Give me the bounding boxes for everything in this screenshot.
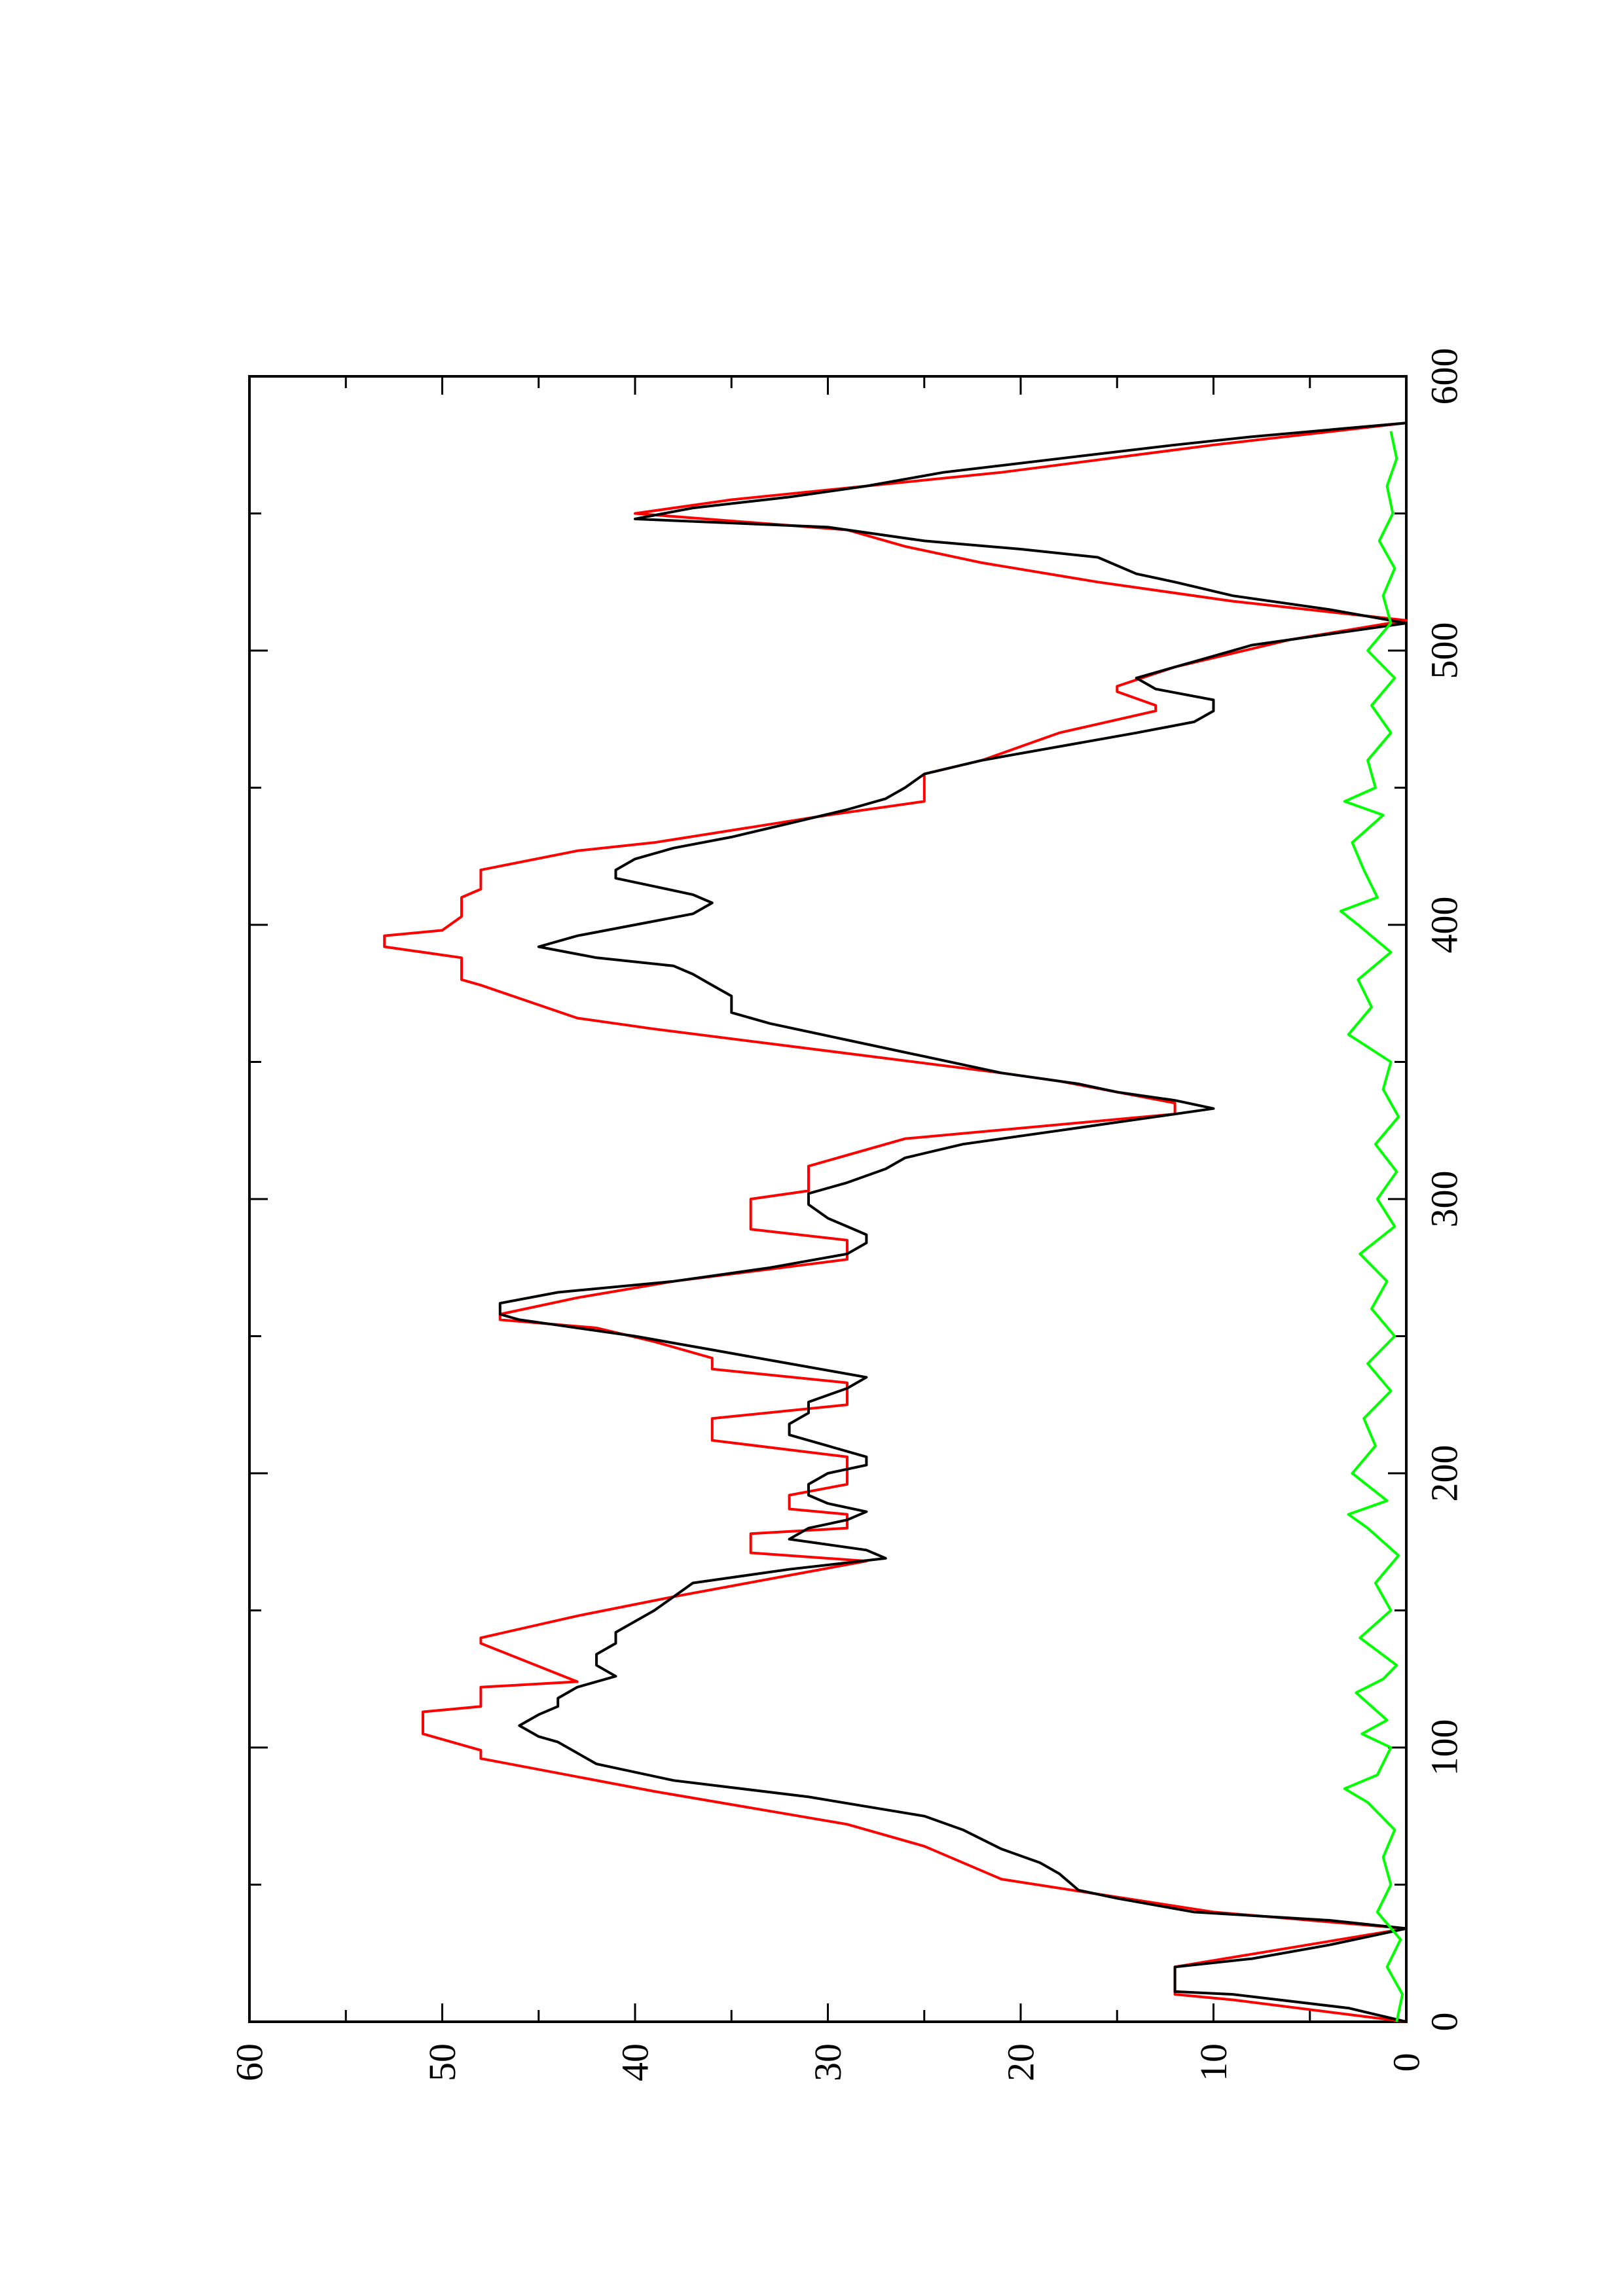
series-line-2 — [498, 422, 1408, 2023]
y-tick-label: 0 — [1385, 2053, 1428, 2072]
plot-frame — [248, 375, 1408, 2023]
x-tick-label: 600 — [1423, 348, 1466, 405]
y-tick-label: 10 — [1192, 2043, 1235, 2081]
series-line-3 — [1339, 431, 1404, 2022]
x-tick-label: 200 — [1423, 1445, 1466, 1502]
y-tick-label: 30 — [807, 2043, 849, 2081]
series-layer — [383, 422, 1408, 2023]
x-tick-label: 300 — [1423, 1171, 1466, 1228]
series-line-1 — [383, 422, 1408, 2023]
y-tick-label: 40 — [614, 2043, 657, 2081]
axes: 0 100 200 300 400 500 600 0 10 20 30 40 50 60 — [228, 348, 1466, 2082]
x-tick-label: 400 — [1423, 897, 1466, 954]
y-tick-label: 20 — [1000, 2043, 1042, 2081]
x-tick-label: 500 — [1423, 622, 1466, 679]
y-tick-label: 60 — [228, 2043, 271, 2081]
x-tick-label: 100 — [1423, 1719, 1466, 1776]
x-tick-label: 0 — [1423, 2013, 1466, 2032]
y-tick-label: 50 — [421, 2043, 464, 2081]
